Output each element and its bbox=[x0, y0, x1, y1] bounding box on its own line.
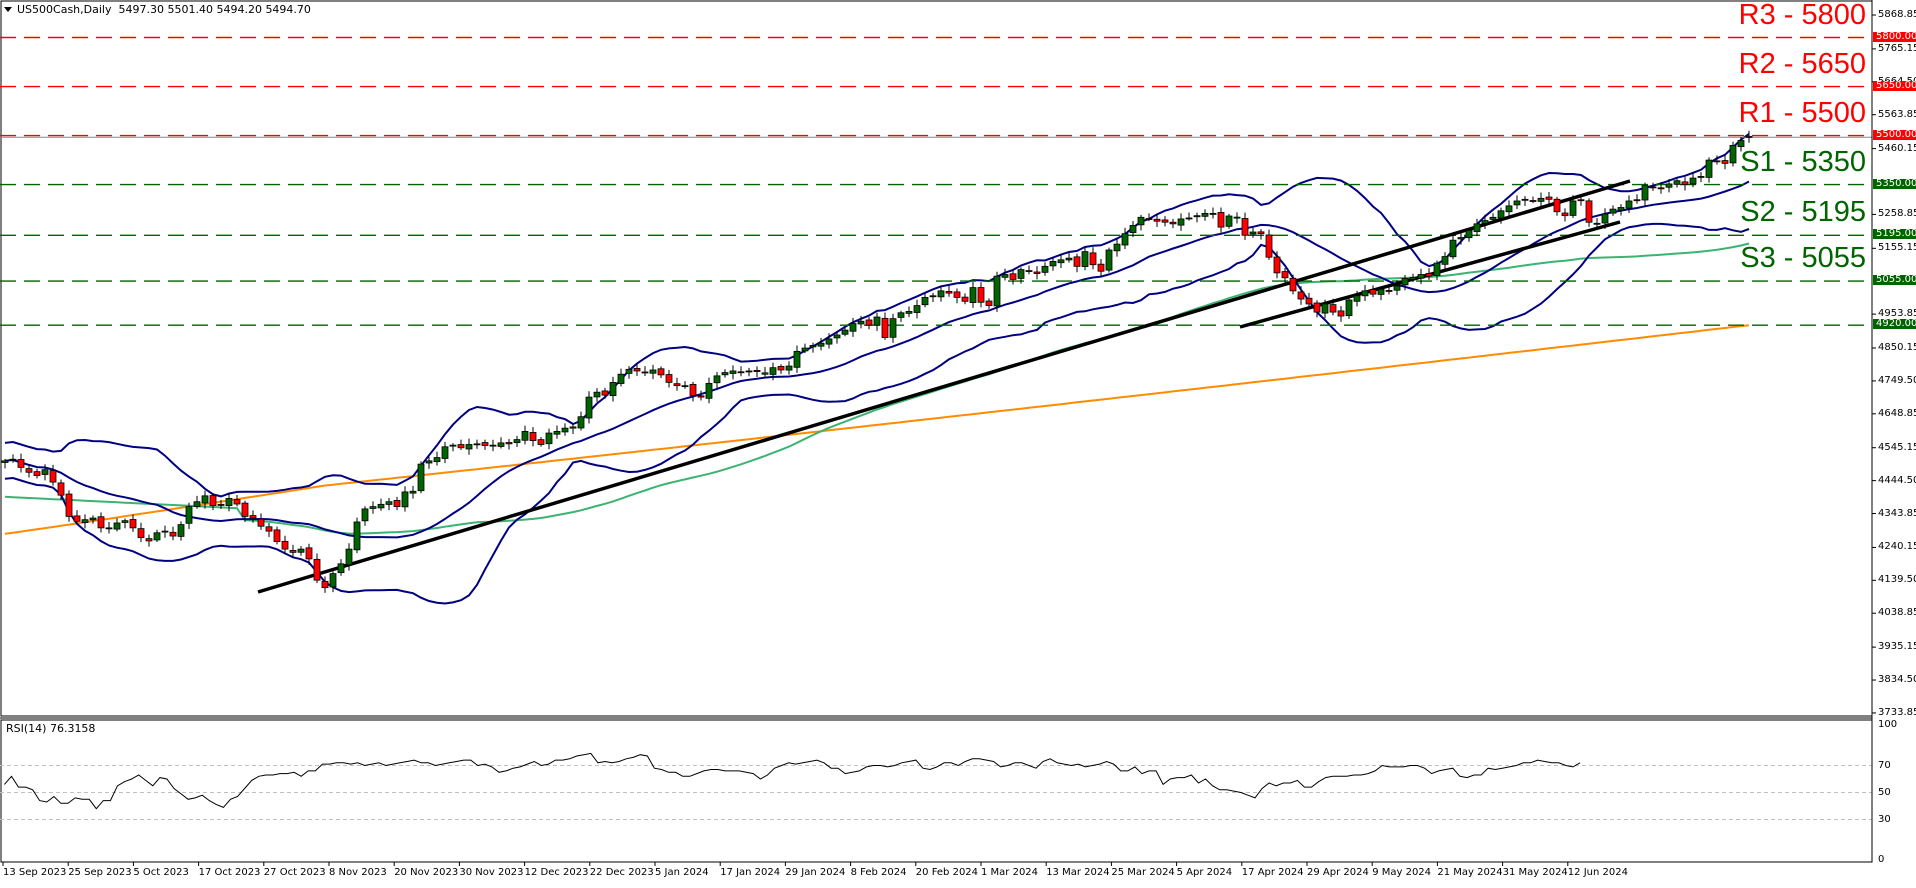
date-tick: 27 Oct 2023 bbox=[263, 867, 326, 878]
price-tick: 5765.15 bbox=[1878, 42, 1916, 54]
price-tick: 5460.15 bbox=[1878, 142, 1916, 154]
price-tick: 4953.85 bbox=[1878, 308, 1916, 320]
date-tick: 25 Mar 2024 bbox=[1111, 867, 1175, 878]
rsi-pane-frame bbox=[0, 719, 1873, 863]
date-tick: 12 Jun 2024 bbox=[1567, 867, 1628, 878]
price-tick: 4444.50 bbox=[1878, 474, 1916, 486]
date-tick: 31 May 2024 bbox=[1502, 867, 1568, 878]
date-tick: 9 May 2024 bbox=[1372, 867, 1432, 878]
price-tag-s3: 5055.00 bbox=[1873, 275, 1916, 286]
date-tick: 20 Nov 2023 bbox=[394, 867, 459, 878]
date-tick: 5 Jan 2024 bbox=[655, 867, 709, 878]
date-tick: 21 May 2024 bbox=[1437, 867, 1503, 878]
date-tick: 13 Mar 2024 bbox=[1046, 867, 1110, 878]
date-tick: 22 Dec 2023 bbox=[589, 867, 654, 878]
price-tag-r1: 5500.00 bbox=[1873, 129, 1916, 140]
symbol-label: US500Cash,Daily bbox=[17, 3, 112, 16]
price-tag-r2: 5650.00 bbox=[1873, 80, 1916, 91]
price-tick: 4648.85 bbox=[1878, 407, 1916, 419]
price-tick: 5258.85 bbox=[1878, 208, 1916, 220]
price-tag-r3: 5800.00 bbox=[1873, 31, 1916, 42]
date-tick: 29 Jan 2024 bbox=[785, 867, 846, 878]
candles bbox=[1, 130, 1753, 593]
price-tick: 4343.85 bbox=[1878, 507, 1916, 519]
price-tick: 4749.50 bbox=[1878, 374, 1916, 386]
date-tick: 25 Sep 2023 bbox=[68, 867, 132, 878]
bollinger-upper bbox=[4, 133, 1750, 498]
main-pane-frame bbox=[0, 0, 1873, 717]
level-label-s2: S2 - 5195 bbox=[1740, 196, 1866, 229]
date-tick: 20 Feb 2024 bbox=[915, 867, 979, 878]
level-label-r1: R1 - 5500 bbox=[1738, 96, 1866, 129]
chart-header: US500Cash,Daily 5497.30 5501.40 5494.20 … bbox=[4, 3, 311, 16]
level-label-s1: S1 - 5350 bbox=[1740, 145, 1866, 178]
date-tick: 17 Jan 2024 bbox=[720, 867, 781, 878]
price-tick: 4139.50 bbox=[1878, 574, 1916, 586]
price-tick: 3733.85 bbox=[1878, 706, 1916, 718]
price-tick: 4545.15 bbox=[1878, 441, 1916, 453]
date-tick: 17 Oct 2023 bbox=[198, 867, 261, 878]
price-tick: 3935.15 bbox=[1878, 641, 1916, 653]
date-tick: 13 Sep 2023 bbox=[3, 867, 67, 878]
date-tick: 17 Apr 2024 bbox=[1241, 867, 1304, 878]
trendline-1[interactable] bbox=[257, 179, 1631, 594]
rsi-tick: 50 bbox=[1878, 786, 1891, 798]
date-tick: 5 Apr 2024 bbox=[1176, 867, 1233, 878]
price-tick: 5155.15 bbox=[1878, 242, 1916, 254]
date-tick: 5 Oct 2023 bbox=[133, 867, 189, 878]
rsi-tick: 0 bbox=[1878, 854, 1885, 865]
ma-green-line bbox=[4, 242, 1750, 535]
date-tick: 1 Mar 2024 bbox=[981, 867, 1039, 878]
rsi-line bbox=[4, 752, 1581, 810]
price-tick: 3834.50 bbox=[1878, 674, 1916, 686]
rsi-tick: 30 bbox=[1878, 813, 1891, 825]
date-tick: 29 Apr 2024 bbox=[1307, 867, 1369, 878]
bollinger-lower bbox=[4, 222, 1750, 605]
rsi-label: RSI(14) 76.3158 bbox=[6, 722, 96, 735]
price-tick: 4038.85 bbox=[1878, 607, 1916, 619]
rsi-tick: 70 bbox=[1878, 759, 1891, 771]
bollinger-middle bbox=[4, 180, 1750, 539]
level-label-s3: S3 - 5055 bbox=[1740, 242, 1866, 275]
date-tick: 8 Nov 2023 bbox=[329, 867, 387, 878]
price-tick: 5563.85 bbox=[1878, 108, 1916, 120]
date-tick: 8 Feb 2024 bbox=[850, 867, 907, 878]
date-tick: 30 Nov 2023 bbox=[459, 867, 524, 878]
collapse-triangle-icon[interactable] bbox=[4, 7, 12, 12]
price-tag-s1: 5350.00 bbox=[1873, 178, 1916, 189]
ohlc-values: 5497.30 5501.40 5494.20 5494.70 bbox=[118, 3, 311, 16]
price-tag-s4: 4920.00 bbox=[1873, 319, 1916, 330]
price-tick: 5868.85 bbox=[1878, 9, 1916, 20]
level-label-r2: R2 - 5650 bbox=[1738, 47, 1866, 80]
date-tick: 12 Dec 2023 bbox=[524, 867, 589, 878]
rsi-tick: 100 bbox=[1878, 719, 1898, 730]
price-tick: 4850.15 bbox=[1878, 342, 1916, 353]
level-label-r3: R3 - 5800 bbox=[1738, 0, 1866, 31]
price-tag-s2: 5195.00 bbox=[1873, 229, 1916, 240]
ma-orange-line bbox=[4, 324, 1750, 535]
price-tick: 4240.15 bbox=[1878, 541, 1916, 553]
